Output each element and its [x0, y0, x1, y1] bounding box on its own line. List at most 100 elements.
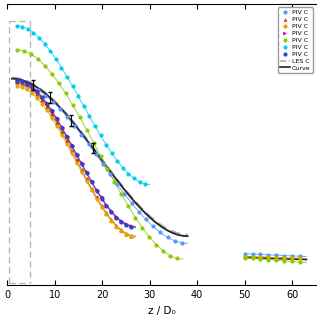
Point: [86, 142, 91, 147]
Point: [20, 24, 25, 29]
Point: [250, 254, 255, 260]
Point: [59, 132, 64, 137]
Point: [124, 231, 129, 236]
Point: [115, 158, 120, 163]
Point: [143, 217, 148, 222]
Point: [14, 77, 19, 83]
Point: [79, 132, 84, 137]
Point: [54, 120, 59, 125]
Point: [24, 87, 29, 92]
Point: [79, 161, 84, 166]
Point: [54, 117, 59, 122]
Point: [74, 160, 79, 165]
Point: [49, 71, 54, 76]
Point: [69, 148, 74, 153]
Point: [137, 179, 142, 184]
Point: [99, 204, 104, 210]
Point: [112, 179, 117, 184]
Point: [14, 78, 19, 83]
Point: [14, 80, 19, 85]
Point: [69, 143, 74, 148]
Point: [109, 210, 114, 215]
Point: [126, 171, 131, 176]
Point: [242, 254, 247, 259]
Point: [158, 230, 163, 235]
Point: [43, 93, 48, 98]
Point: [39, 95, 44, 100]
Point: [74, 152, 79, 157]
Point: [119, 220, 124, 225]
X-axis label: z / D₀: z / D₀: [148, 306, 175, 316]
Point: [104, 142, 109, 147]
Point: [21, 82, 27, 87]
Point: [42, 63, 47, 68]
Point: [120, 165, 125, 170]
Point: [161, 248, 166, 253]
Point: [282, 253, 287, 258]
Point: [19, 84, 24, 90]
Legend: PIV C, PIV C, PIV C, PIV C, PIV C, PIV C, PIV C, LES C, Curve: PIV C, PIV C, PIV C, PIV C, PIV C, PIV C…: [278, 7, 313, 73]
Point: [258, 252, 263, 257]
Point: [72, 123, 77, 128]
Point: [79, 167, 84, 172]
Point: [298, 254, 303, 259]
Point: [124, 232, 129, 237]
Point: [114, 214, 119, 219]
Point: [172, 238, 177, 243]
Point: [290, 253, 295, 259]
Point: [132, 176, 137, 181]
Point: [19, 78, 24, 83]
Point: [100, 162, 106, 167]
Point: [89, 186, 94, 191]
Point: [129, 201, 134, 206]
Point: [64, 134, 69, 139]
Point: [266, 255, 271, 260]
Point: [124, 223, 129, 228]
Point: [98, 133, 103, 138]
Point: [29, 84, 34, 90]
Point: [175, 256, 180, 261]
Point: [14, 23, 19, 28]
Point: [114, 215, 119, 220]
Point: [93, 152, 98, 157]
Point: [89, 188, 94, 193]
Point: [129, 225, 134, 230]
Point: [42, 41, 47, 46]
Point: [250, 256, 255, 261]
Point: [129, 223, 134, 228]
Point: [274, 252, 279, 258]
Point: [24, 81, 29, 86]
Point: [49, 108, 54, 113]
Point: [57, 106, 62, 111]
Point: [114, 223, 119, 228]
Point: [89, 179, 94, 184]
Point: [258, 254, 263, 260]
Point: [122, 191, 127, 196]
Point: [119, 192, 124, 197]
Point: [179, 240, 184, 245]
Point: [79, 170, 84, 175]
Point: [44, 108, 49, 113]
Point: [94, 195, 99, 200]
Point: [298, 256, 303, 261]
Point: [109, 217, 114, 222]
Point: [94, 188, 99, 193]
Point: [39, 101, 44, 106]
Point: [49, 109, 54, 114]
Point: [250, 252, 255, 257]
Point: [24, 80, 29, 85]
Point: [99, 203, 104, 208]
Point: [39, 94, 44, 99]
Point: [54, 116, 59, 121]
Point: [105, 166, 110, 172]
Point: [282, 255, 287, 260]
Point: [119, 218, 124, 223]
Point: [64, 138, 69, 143]
Point: [28, 84, 34, 89]
Point: [21, 48, 26, 53]
Point: [129, 233, 134, 238]
Point: [24, 83, 29, 88]
Point: [70, 102, 75, 108]
Point: [91, 140, 96, 145]
Point: [34, 89, 39, 94]
